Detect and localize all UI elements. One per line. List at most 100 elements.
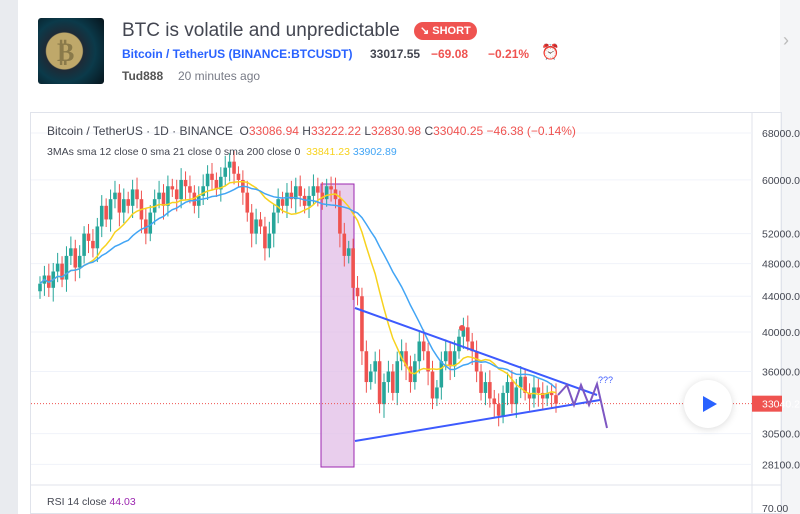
low-label: L (364, 124, 372, 138)
rsi-value: 44.03 (109, 496, 136, 508)
candle-body (311, 186, 316, 196)
candle-body (540, 392, 545, 399)
candle-body (219, 176, 223, 190)
candle-body (492, 398, 497, 405)
candle-body (174, 189, 179, 200)
candle-body (421, 341, 426, 352)
high-value: 33222.22 (310, 124, 361, 138)
candle-body (461, 327, 466, 337)
candle-body (166, 186, 170, 206)
candle-body (201, 186, 205, 196)
candle-body (99, 205, 104, 227)
y-tick-label: 48000.00 (762, 259, 800, 271)
y-tick-label: 30500.00 (762, 429, 800, 441)
page-sidebar-strip (0, 0, 18, 514)
candle-body (196, 195, 201, 206)
candle-body (86, 233, 91, 241)
rsi-legend: RSI 14 close 44.03 (47, 496, 136, 508)
candle-body (60, 263, 64, 280)
candle-body (457, 336, 461, 352)
candle-body (368, 371, 373, 383)
candle-body (351, 248, 355, 288)
candle-body (183, 179, 188, 187)
candle-body (249, 212, 254, 234)
candle-body (514, 387, 519, 405)
candle-body (452, 351, 457, 367)
lower-trendline (354, 399, 601, 442)
delta-value: −46.38 (−0.14%) (486, 124, 576, 138)
alarm-clock-icon[interactable]: ⏰ (541, 44, 560, 61)
candle-body (382, 382, 386, 405)
candle-body (148, 212, 153, 234)
y-tick-label: 44000.00 (762, 291, 800, 303)
last-price: 33017.55 (370, 47, 421, 61)
symbol-link[interactable]: Bitcoin / TetherUS (BINANCE:BTCUSDT) (122, 47, 353, 61)
candle-body (179, 179, 183, 200)
candle-body (316, 186, 320, 193)
author-link[interactable]: Tud888 (122, 69, 164, 83)
close-label: C (424, 124, 434, 138)
chart-legend: Bitcoin / TetherUS · 1D · BINANCE O33086… (47, 124, 576, 138)
candle-body (391, 371, 395, 393)
ma21-line (39, 185, 557, 389)
candle-body (518, 376, 523, 388)
candle-body (254, 219, 258, 234)
candle-body (289, 192, 294, 200)
candle-body (443, 351, 448, 362)
y-tick-label: 28100.00 (762, 459, 800, 471)
upper-trendline (354, 307, 598, 396)
candle-body (426, 351, 430, 372)
candle-body (329, 186, 333, 190)
candle-body (77, 255, 82, 268)
candle-body (82, 233, 86, 256)
ma21-value: 33902.89 (352, 146, 397, 158)
highlight-box (320, 183, 355, 468)
candle-body (64, 255, 69, 280)
rsi-label: RSI 14 close (47, 496, 107, 508)
y-tick-label: 60000.00 (762, 175, 800, 187)
open-label: O (239, 124, 249, 138)
y-tick-label: 68000.00 (762, 128, 800, 140)
candle-body (121, 199, 126, 213)
badge-label: SHORT (432, 25, 471, 37)
candle-body (360, 296, 364, 352)
ma12-value: 33841.23 (306, 146, 350, 158)
candle-body (505, 382, 510, 393)
projection-zigzag (557, 380, 608, 429)
candle-body (170, 186, 175, 190)
candle-body (95, 226, 100, 249)
candle-body (69, 248, 73, 256)
candle-body (157, 192, 161, 200)
candle-body (188, 186, 192, 193)
candle-body (320, 192, 325, 200)
candle-body (161, 192, 166, 206)
candle-body (413, 361, 417, 383)
publish-time: 20 minutes ago (178, 69, 261, 83)
y-tick-label: 36000.00 (762, 366, 800, 378)
candle-body (280, 199, 285, 206)
short-badge: ↘ SHORT (414, 22, 477, 40)
candle-body (355, 287, 360, 297)
candle-body (465, 327, 470, 342)
close-icon[interactable]: › (783, 30, 789, 50)
candle-body (501, 392, 505, 416)
candle-body (205, 173, 210, 187)
candle-body (324, 186, 329, 200)
candle-body (263, 226, 267, 249)
candle-body (479, 371, 483, 393)
candle-body (73, 248, 78, 268)
low-value: 32830.98 (371, 124, 422, 138)
candle-body (245, 192, 250, 213)
ma12-line (39, 181, 557, 396)
candle-body (554, 395, 558, 404)
candle-body (404, 351, 408, 367)
ma-label: 3MAs sma 12 close 0 sma 21 close 0 sma 2… (47, 146, 301, 158)
play-button[interactable] (684, 380, 732, 428)
idea-thumbnail: ₿ (38, 18, 104, 84)
price-change-percent: −0.21% (488, 47, 530, 61)
candle-body (298, 186, 303, 196)
candle-body (408, 366, 413, 383)
current-price-tag (752, 395, 782, 412)
candle-body (448, 351, 452, 367)
